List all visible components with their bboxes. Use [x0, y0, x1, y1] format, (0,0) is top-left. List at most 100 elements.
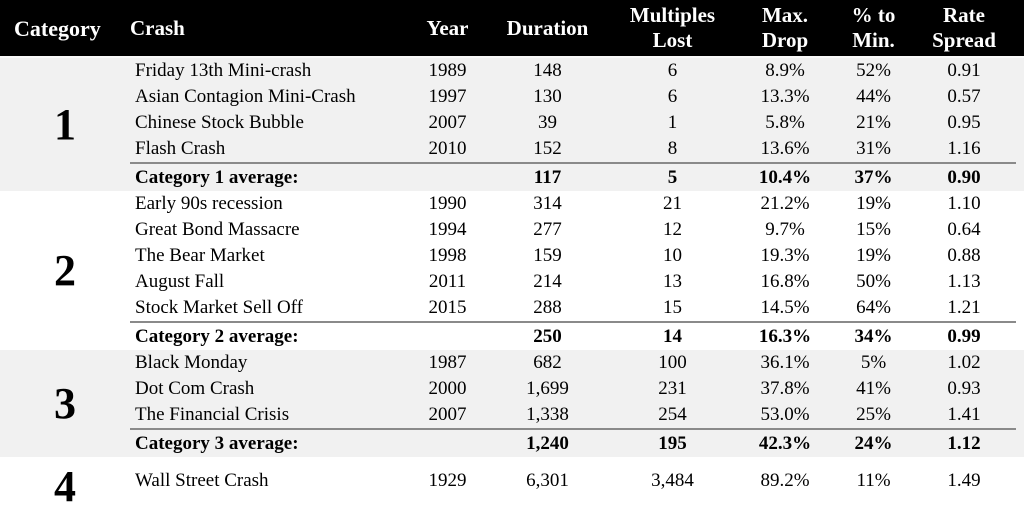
max-drop-cell: 14.5% [760, 297, 810, 318]
rate-spread-cell: 1.49 [947, 470, 981, 491]
duration-cell: 214 [533, 271, 562, 292]
max-drop-cell: 9.7% [765, 219, 805, 240]
table-body: 1 Friday 13th Mini-crash 1989 148 6 8.9% 52% 0.… [0, 58, 1024, 509]
year-cell: 1998 [428, 245, 467, 266]
max-drop-cell: 8.9% [765, 60, 805, 81]
pct-to-min-cell: 37% [854, 166, 893, 188]
col-header-category: Category [0, 16, 130, 41]
category-number: 3 [54, 378, 76, 428]
rate-spread-cell: 1.10 [947, 193, 981, 214]
table-row: The Bear Market 1998 159 10 19.3% 19% 0.88 [130, 243, 1016, 269]
category-number: 2 [54, 245, 76, 295]
pct-to-min-cell: 19% [856, 245, 891, 266]
crash-cell: Wall Street Crash [135, 470, 269, 491]
category-average-label: Category 2 average: [135, 325, 299, 347]
col-header-duration-label: Duration [506, 15, 589, 40]
year-cell: 1989 [428, 60, 467, 81]
category-rows: Friday 13th Mini-crash 1989 148 6 8.9% 52% 0.9… [130, 58, 1024, 191]
multiples-lost-cell: 14 [663, 325, 682, 347]
rate-spread-cell: 0.57 [947, 86, 981, 107]
table-row: Chinese Stock Bubble 2007 39 1 5.8% 21% 0.95 [130, 110, 1016, 136]
multiples-lost-cell: 12 [663, 219, 682, 240]
duration-cell: 288 [533, 297, 562, 318]
table-row: Flash Crash 2010 152 8 13.6% 31% 1.16 [130, 136, 1016, 162]
rate-spread-cell: 0.95 [947, 112, 981, 133]
max-drop-cell: 21.2% [760, 193, 810, 214]
col-header-pct-to-min: % to Min. [835, 3, 912, 53]
multiples-lost-cell: 8 [667, 138, 678, 159]
multiples-lost-cell: 21 [663, 193, 682, 214]
pct-to-min-cell: 31% [856, 138, 891, 159]
multiples-lost-cell: 231 [658, 378, 687, 399]
col-header-pct-to-min-line2: Min. [852, 28, 895, 52]
category-average-label: Category 1 average: [135, 166, 299, 188]
multiples-lost-cell: 10 [663, 245, 682, 266]
multiples-lost-cell: 15 [663, 297, 682, 318]
table-row: Dot Com Crash 2000 1,699 231 37.8% 41% 0.93 [130, 376, 1016, 402]
col-header-multiples-lost-line1: Multiples [629, 3, 716, 27]
year-cell: 2011 [428, 271, 467, 292]
col-header-category-label: Category [14, 15, 101, 41]
duration-cell: 250 [533, 325, 562, 347]
category-rows: Black Monday 1987 682 100 36.1% 5% 1.02 Dot Com… [130, 350, 1024, 457]
table-row: Stock Market Sell Off 2015 288 15 14.5% 64% 1.… [130, 295, 1016, 321]
category-block-1: 1 Friday 13th Mini-crash 1989 148 6 8.9% 52% 0.… [0, 58, 1024, 191]
pct-to-min-cell: 11% [856, 470, 891, 491]
category-rows: Wall Street Crash 1929 6,301 3,484 89.2% 11% 1… [130, 465, 1024, 509]
pct-to-min-cell: 50% [856, 271, 891, 292]
year-cell: 2010 [428, 138, 467, 159]
crash-cell: Chinese Stock Bubble [135, 112, 304, 133]
duration-cell: 6,301 [526, 470, 569, 491]
rate-spread-cell: 0.88 [947, 245, 981, 266]
pct-to-min-cell: 34% [854, 325, 893, 347]
duration-cell: 159 [533, 245, 562, 266]
rate-spread-cell: 0.91 [947, 60, 981, 81]
year-cell: 2007 [428, 404, 467, 425]
table-row: Wall Street Crash 1929 6,301 3,484 89.2% 11% 1… [130, 465, 1016, 497]
duration-cell: 130 [533, 86, 562, 107]
year-cell: 1997 [428, 86, 467, 107]
year-cell: 2000 [428, 378, 467, 399]
col-header-multiples-lost: Multiples Lost [610, 3, 735, 53]
multiples-lost-cell: 3,484 [651, 470, 694, 491]
category-rows: Early 90s recession 1990 314 21 21.2% 19% 1.10… [130, 191, 1024, 350]
rate-spread-cell: 1.13 [947, 271, 981, 292]
max-drop-cell: 53.0% [760, 404, 810, 425]
col-header-rate-spread-line2: Spread [932, 28, 996, 52]
crash-cell: Flash Crash [135, 138, 226, 159]
max-drop-cell: 37.8% [760, 378, 810, 399]
pct-to-min-cell: 25% [856, 404, 891, 425]
category-block-4: 4 Wall Street Crash 1929 6,301 3,484 89.2% 11%… [0, 465, 1024, 509]
max-drop-cell: 36.1% [760, 352, 810, 373]
multiples-lost-cell: 6 [667, 86, 678, 107]
duration-cell: 117 [533, 166, 562, 188]
table-header: Category Crash Year Duration Multiples L… [0, 0, 1024, 58]
category-block-3: 3 Black Monday 1987 682 100 36.1% 5% 1.02 Dot Co… [0, 350, 1024, 457]
rate-spread-cell: 1.12 [947, 432, 981, 454]
table-row: Friday 13th Mini-crash 1989 148 6 8.9% 52% 0.9… [130, 58, 1016, 84]
crash-cell: Dot Com Crash [135, 378, 255, 399]
col-header-max-drop-line2: Drop [761, 28, 809, 52]
rate-spread-cell: 0.93 [947, 378, 981, 399]
crash-cell: Black Monday [135, 352, 248, 373]
col-header-duration: Duration [485, 16, 610, 41]
duration-cell: 314 [533, 193, 562, 214]
pct-to-min-cell: 15% [856, 219, 891, 240]
multiples-lost-cell: 5 [667, 166, 678, 188]
duration-cell: 1,699 [526, 378, 569, 399]
crash-cell: Asian Contagion Mini-Crash [135, 86, 356, 107]
pct-to-min-cell: 19% [856, 193, 891, 214]
duration-cell: 1,240 [526, 432, 569, 454]
max-drop-cell: 10.4% [758, 166, 812, 188]
year-cell: 1987 [428, 352, 467, 373]
col-header-year: Year [410, 16, 485, 41]
table-row: Asian Contagion Mini-Crash 1997 130 6 13.3% 4… [130, 84, 1016, 110]
crash-cell: Stock Market Sell Off [135, 297, 303, 318]
crash-cell: The Bear Market [135, 245, 265, 266]
rate-spread-cell: 1.02 [947, 352, 981, 373]
category-average-row: Category 1 average: 117 5 10.4% 37% 0.90 [130, 162, 1016, 191]
max-drop-cell: 16.8% [760, 271, 810, 292]
col-header-rate-spread: Rate Spread [912, 3, 1016, 53]
category-average-row: Category 3 average: 1,240 195 42.3% 24% 1.12 [130, 428, 1016, 457]
